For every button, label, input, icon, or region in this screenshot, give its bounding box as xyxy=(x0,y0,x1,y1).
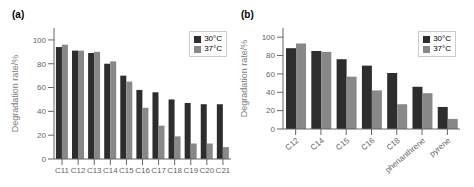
svg-text:100: 100 xyxy=(262,33,276,42)
svg-text:C19: C19 xyxy=(183,166,198,175)
html-text:30°C: 30°C xyxy=(433,34,451,43)
svg-text:C20: C20 xyxy=(200,166,215,175)
svg-text:80: 80 xyxy=(37,60,46,69)
html-text:30°C: 30°C xyxy=(204,34,222,43)
svg-text:60: 60 xyxy=(266,70,275,79)
svg-text:pyrene: pyrene xyxy=(428,136,453,159)
svg-text:80: 80 xyxy=(266,51,275,60)
svg-text:40: 40 xyxy=(266,88,275,97)
svg-text:C16: C16 xyxy=(359,136,376,153)
svg-text:C12: C12 xyxy=(71,166,86,175)
svg-text:100: 100 xyxy=(33,36,47,45)
svg-text:C13: C13 xyxy=(87,166,102,175)
svg-text:0: 0 xyxy=(42,155,47,164)
svg-text:C16: C16 xyxy=(135,166,150,175)
svg-text:C21: C21 xyxy=(216,166,231,175)
html-text:37°C: 37°C xyxy=(433,44,451,53)
svg-text:C18: C18 xyxy=(167,166,182,175)
svg-text:40: 40 xyxy=(37,107,46,116)
svg-text:20: 20 xyxy=(37,131,46,140)
svg-text:Degradation rate/%: Degradation rate/% xyxy=(10,55,20,133)
html-text:(a): (a) xyxy=(12,9,25,20)
svg-text:C14: C14 xyxy=(309,136,326,153)
svg-text:C18: C18 xyxy=(385,136,402,153)
svg-text:C11: C11 xyxy=(55,166,70,175)
svg-text:C15: C15 xyxy=(334,136,351,153)
svg-text:60: 60 xyxy=(37,83,46,92)
svg-text:20: 20 xyxy=(266,106,275,115)
svg-text:C15: C15 xyxy=(119,166,134,175)
svg-text:Degradation rate/%: Degradation rate/% xyxy=(239,40,249,118)
svg-text:phenanthrene: phenanthrene xyxy=(383,136,427,175)
svg-text:C17: C17 xyxy=(151,166,166,175)
html-text:37°C: 37°C xyxy=(204,44,222,53)
html-text:(b): (b) xyxy=(241,9,254,20)
svg-text:C14: C14 xyxy=(103,166,118,175)
svg-text:C12: C12 xyxy=(284,136,301,153)
svg-text:0: 0 xyxy=(271,125,276,134)
